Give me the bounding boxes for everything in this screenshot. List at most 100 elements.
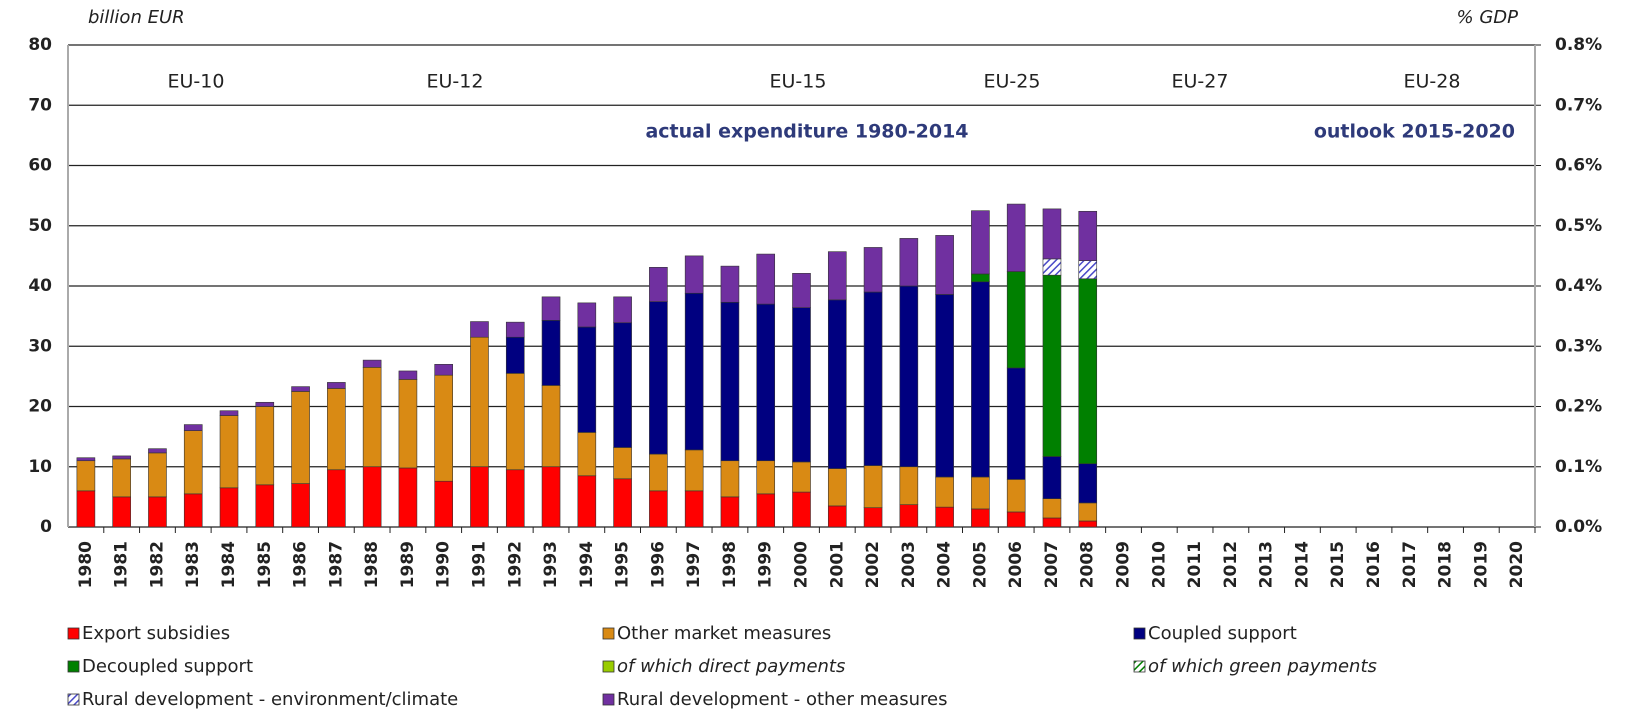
x-tick-label: 1990 [434,541,454,588]
bar-segment [76,490,96,528]
y2-tick-label: 0.0% [1555,517,1602,537]
bar-segment [649,453,668,492]
bar-segment [219,415,239,489]
x-tick-label: 1986 [291,541,311,588]
x-tick-label: 1998 [720,541,740,588]
bar-segment [1042,456,1062,499]
bar-segment [792,491,811,528]
bar-segment [398,467,418,528]
x-tick-label: 2016 [1364,541,1384,588]
bar-segment [935,476,954,508]
bar-segment [935,294,954,478]
bar-segment [148,448,167,454]
bar-segment [613,322,632,448]
bar-segment [577,326,597,433]
bar-segment [291,391,310,484]
bar-segment [219,487,239,528]
bar-segment [541,385,561,468]
bar-segment [720,460,740,498]
y-tick-label: 20 [28,397,52,417]
x-tick-label: 2005 [970,541,990,588]
bar-segment [863,247,883,293]
legend-swatch [602,693,615,706]
bar-segment [863,291,883,466]
bar-segment [1006,367,1026,480]
bar-segment [899,238,919,287]
bar-segment [756,460,776,495]
bar-segment [577,432,597,477]
x-tick-label: 2020 [1507,541,1527,588]
bar-segment [577,475,597,528]
y-tick-label: 60 [28,156,52,176]
bar-segment [1078,502,1098,522]
bar-segment [684,490,704,528]
x-tick-label: 2018 [1436,541,1456,588]
legend-label: Rural development - other measures [617,689,948,710]
bar-segment [720,265,740,303]
bar-segment [1042,517,1062,528]
x-tick-label: 1991 [469,541,489,588]
y2-tick-label: 0.3% [1555,336,1602,356]
bar-segment [362,466,382,528]
legend-swatch [1133,627,1146,640]
bar-segment [935,235,954,295]
bar-segment [1006,271,1026,369]
bar-segment [291,386,310,392]
bar-segment [577,302,597,328]
bar-segment [1042,274,1062,457]
y-tick-label: 70 [28,95,52,115]
y2-tick-label: 0.2% [1555,397,1602,417]
bar-segment [684,292,704,451]
bar-segment [541,466,561,528]
bar-segment [148,452,167,498]
x-tick-label: 1981 [112,541,132,588]
x-tick-label: 2013 [1257,541,1277,588]
x-tick-label: 2001 [827,541,847,588]
bar-segment [470,466,489,528]
bar-segment [827,468,847,507]
x-tick-label: 2014 [1292,541,1312,588]
bar-segment [971,508,990,528]
bar-segment [899,504,919,528]
y2-tick-label: 0.8% [1555,35,1602,55]
bar-segment [76,457,96,462]
bar-segment [827,299,847,469]
bar-segment [613,478,632,528]
x-tick-label: 2011 [1185,541,1205,588]
bar-segment [398,370,418,380]
bar-segment [112,455,131,460]
x-tick-label: 1985 [255,541,275,588]
bar-segment [899,285,919,468]
legend-label: Coupled support [1148,623,1297,644]
bar-segment [1006,511,1026,528]
bar-segment [684,449,704,492]
bar-segment [935,506,954,528]
bar-segment [505,373,525,471]
bar-segment [112,458,131,498]
bar-segment [1078,520,1098,528]
x-tick-label: 1989 [398,541,418,588]
legend-swatch [602,660,615,673]
bar-segment [1006,203,1026,272]
bar-segment [291,483,310,528]
x-tick-label: 1992 [505,541,525,588]
bar-segment [470,336,489,468]
legend-label: Rural development - environment/climate [82,689,458,710]
bar-segment [505,336,525,374]
bar-segment [398,379,418,469]
x-tick-label: 1988 [362,541,382,588]
bar-segment [827,505,847,528]
bar-segment [792,461,811,493]
annotation: EU-27 [1172,71,1229,93]
bar-segment [470,321,489,338]
bar-segment [792,307,811,463]
y-tick-label: 30 [28,336,52,356]
bar-segment [255,401,275,407]
bar-segment [183,424,203,431]
bar-segment [756,493,776,528]
bar-segment [1006,479,1026,513]
bar-segment [362,367,382,468]
bar-segment [613,296,632,324]
x-tick-label: 1993 [541,541,561,588]
y-tick-label: 50 [28,216,52,236]
